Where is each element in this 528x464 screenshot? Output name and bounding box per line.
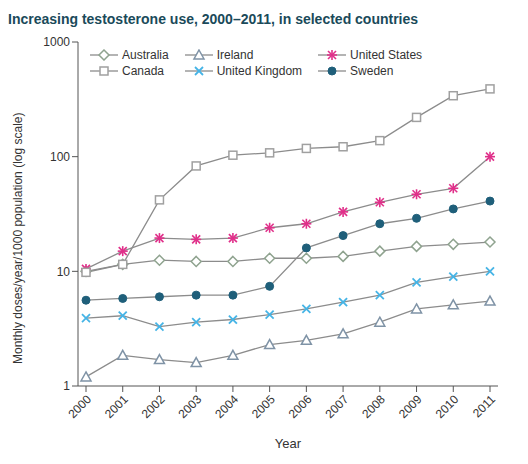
- svg-text:2005: 2005: [249, 392, 278, 421]
- svg-text:100: 100: [50, 150, 70, 164]
- svg-text:2003: 2003: [176, 392, 205, 421]
- html-text:United Kingdom: United Kingdom: [216, 64, 303, 78]
- svg-text:2001: 2001: [102, 392, 131, 421]
- svg-text:2011: 2011: [470, 392, 498, 420]
- svg-text:10: 10: [57, 265, 71, 279]
- html-text:United States: United States: [350, 48, 423, 62]
- svg-text:2009: 2009: [396, 392, 425, 421]
- svg-text:2007: 2007: [322, 392, 351, 421]
- svg-text:2002: 2002: [139, 392, 168, 421]
- svg-text:2006: 2006: [286, 392, 315, 421]
- svg-text:Year: Year: [275, 436, 302, 451]
- svg-text:2010: 2010: [433, 392, 462, 421]
- html-text:Australia: Australia: [122, 48, 169, 62]
- svg-text:2000: 2000: [65, 392, 94, 421]
- svg-text:Monthly doses/year/1000 popula: Monthly doses/year/1000 population (log …: [11, 113, 25, 364]
- svg-text:2004: 2004: [212, 392, 241, 421]
- html-text:Ireland: Ireland: [216, 48, 254, 62]
- html-text:Sweden: Sweden: [350, 64, 394, 78]
- html-text:Canada: Canada: [122, 64, 164, 78]
- html-text:Increasing testosterone use, 2: Increasing testosterone use, 2000–2011, …: [8, 11, 419, 27]
- svg-text:1000: 1000: [43, 35, 70, 49]
- svg-text:1: 1: [63, 379, 70, 393]
- svg-text:2008: 2008: [359, 392, 388, 421]
